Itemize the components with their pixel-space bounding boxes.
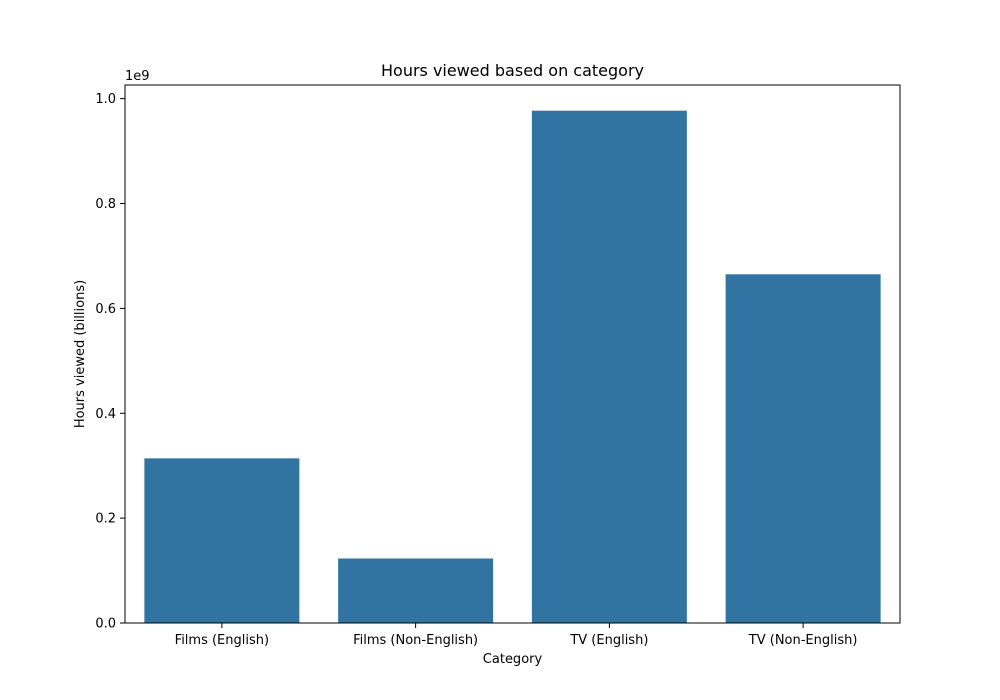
chart-title: Hours viewed based on category [381, 61, 644, 80]
x-axis: Films (English) Films (Non-English) TV (En… [175, 623, 858, 648]
x-tick-label-3: TV (Non-English) [748, 633, 858, 648]
bar-1 [338, 558, 494, 623]
bars-group [144, 110, 881, 623]
y-tick-label-5: 1.0 [95, 92, 116, 107]
y-tick-label-4: 0.8 [95, 197, 116, 212]
y-axis-offset-label: 1e9 [125, 69, 150, 84]
y-tick-label-2: 0.4 [95, 407, 116, 422]
y-tick-label-1: 0.2 [95, 512, 116, 527]
y-axis: 0.0 0.2 0.4 0.6 0.8 1.0 [95, 92, 125, 632]
plot-frame [124, 84, 901, 624]
x-tick-label-2: TV (English) [569, 633, 648, 648]
x-axis-label: Category [483, 652, 543, 667]
y-tick-label-3: 0.6 [95, 302, 116, 317]
y-axis-label: Hours viewed (billions) [73, 280, 88, 428]
x-tick-label-1: Films (Non-English) [353, 633, 478, 648]
bar-2 [531, 110, 687, 623]
bar-3 [725, 274, 881, 623]
bar-0 [144, 458, 300, 623]
y-tick-label-0: 0.0 [95, 617, 116, 632]
x-tick-label-0: Films (English) [175, 633, 269, 648]
